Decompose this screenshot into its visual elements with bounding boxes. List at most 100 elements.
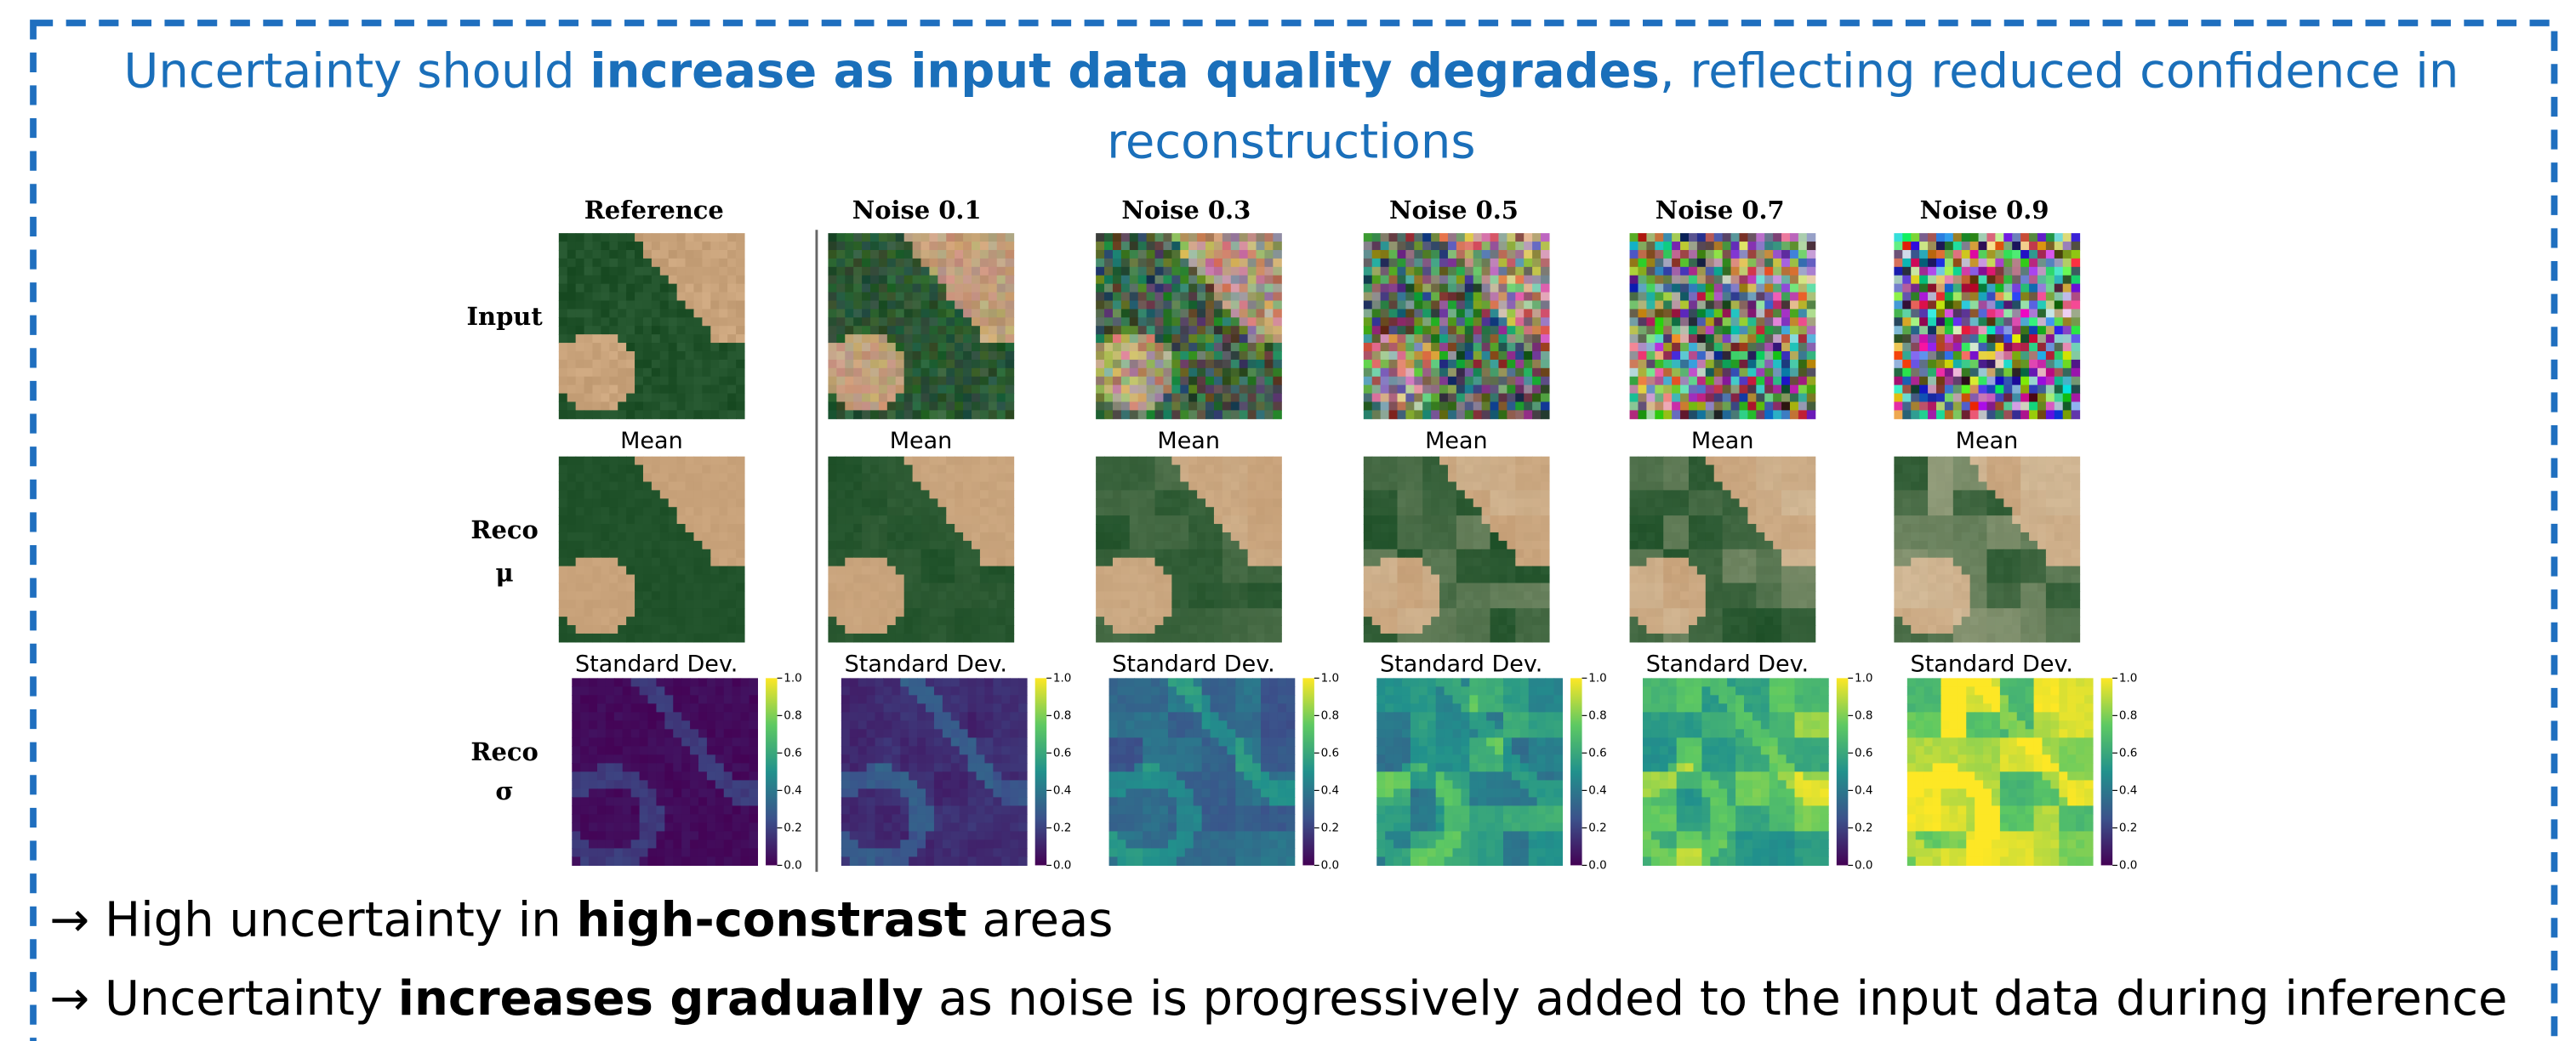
pixel [1171,250,1180,259]
pixel [1121,541,1130,549]
pixel [1197,549,1205,558]
pixel [862,634,870,642]
pixel [1117,805,1126,815]
pixel [1171,474,1180,482]
pixel [984,848,993,857]
pixel [913,326,921,334]
pixel [597,678,606,687]
pixel [896,300,904,309]
pixel [606,856,614,866]
pixel [938,532,946,541]
pixel [677,410,686,418]
pixel [963,377,972,385]
pixel [1117,822,1126,832]
pixel [1113,617,1121,625]
pixel [1264,532,1273,541]
pixel [660,385,669,394]
pixel [1096,394,1104,402]
pixel [946,524,955,532]
pixel [870,490,879,498]
pixel [946,532,955,541]
pixel [1214,625,1222,634]
pixel [635,490,643,498]
pixel [850,720,858,730]
pixel [719,532,727,541]
pixel [1155,532,1164,541]
pixel [917,797,926,806]
pixel [1248,583,1257,591]
pixel [955,507,963,515]
pixel [1185,737,1194,747]
pixel [618,507,626,515]
pixel [1465,309,1473,317]
pixel [913,334,921,343]
mean-image [1364,457,1550,643]
pixel [1456,259,1465,267]
pixel [934,754,943,764]
pixel [1264,498,1273,507]
pixel [1096,634,1104,642]
pixel [732,720,741,730]
pixel [1389,377,1398,385]
pixel [963,242,972,250]
pixel [631,720,640,730]
pixel [648,797,657,806]
pixel [1397,242,1405,250]
pixel [921,465,930,474]
pixel [1490,300,1499,309]
pixel [997,608,1006,617]
pixel [1001,856,1010,866]
pixel [1456,267,1465,276]
pixel [1147,360,1155,368]
pixel [1151,797,1160,806]
pixel [669,317,677,326]
pixel [1214,481,1222,490]
pixel [1439,326,1448,334]
pixel [1130,250,1138,259]
pixel [669,351,677,360]
pixel [1364,481,1372,490]
pixel [1524,326,1532,334]
pixel [900,703,909,713]
pixel [1273,566,1281,575]
pixel [1456,457,1465,465]
pixel [559,524,567,532]
pixel [1405,309,1414,317]
pixel [1121,558,1130,566]
pixel [1163,267,1171,276]
pixel [1147,343,1155,351]
pixel [606,737,614,747]
pixel [867,771,875,781]
pixel [601,300,609,309]
pixel [845,549,853,558]
pixel [951,763,960,772]
pixel [946,481,955,490]
pixel [626,293,635,301]
pixel [1155,360,1164,368]
pixel [664,695,673,704]
pixel [1257,617,1265,625]
pixel [702,250,710,259]
pixel [1524,284,1532,293]
pixel [643,293,652,301]
pixel [963,317,972,326]
pixel [597,831,606,840]
pixel [900,712,909,721]
pixel [913,351,921,360]
pixel [1214,293,1222,301]
pixel [690,737,698,747]
pixel [1269,678,1278,687]
pixel [1498,242,1507,250]
pixel [559,532,567,541]
pixel [1214,360,1222,368]
pixel [1104,377,1113,385]
pixel [892,831,900,840]
pixel [609,625,618,634]
pixel [913,360,921,368]
pixel [693,465,702,474]
pixel [887,634,896,642]
pixel [1163,457,1171,465]
pixel [845,343,853,351]
pixel [669,465,677,474]
colorbar-label: 0.2 [1321,821,1339,834]
